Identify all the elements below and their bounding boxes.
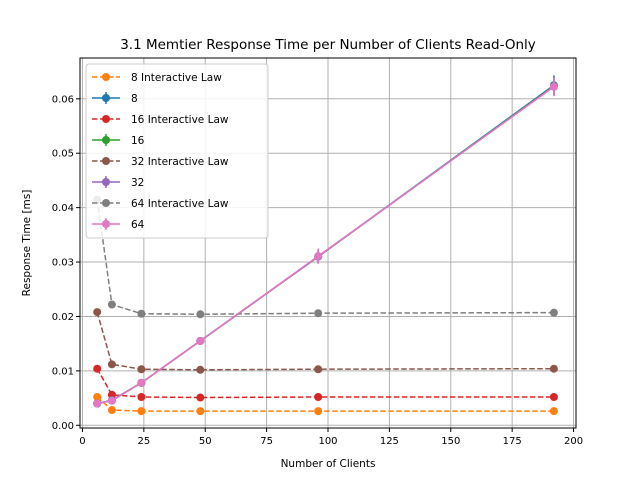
legend-label: 16 Interactive Law: [131, 114, 229, 126]
legend-item: 16: [92, 134, 145, 147]
series-32-interactive-law: [93, 308, 558, 374]
data-point: [314, 407, 323, 416]
legend-label: 8: [131, 93, 138, 105]
x-tick-label: 75: [260, 436, 273, 447]
data-point: [137, 309, 146, 318]
x-tick-label: 125: [380, 436, 399, 447]
data-point: [93, 399, 102, 408]
data-point: [549, 392, 558, 401]
legend-item: 8 Interactive Law: [92, 72, 222, 84]
legend-marker: [102, 199, 110, 207]
grid: [80, 58, 576, 428]
legend-item: 32 Interactive Law: [92, 156, 229, 168]
data-point: [196, 336, 205, 345]
legend-label: 64 Interactive Law: [131, 198, 229, 210]
y-tick-label: 0.03: [52, 258, 74, 269]
legend-label: 8 Interactive Law: [131, 72, 222, 84]
data-point: [107, 300, 116, 309]
series-8-interactive-law: [93, 392, 558, 416]
y-tick-label: 0.06: [52, 94, 74, 105]
y-tick-label: 0.00: [52, 421, 74, 432]
x-tick-label: 100: [318, 436, 337, 447]
data-point: [549, 407, 558, 416]
data-point: [137, 407, 146, 416]
series-line: [96, 368, 554, 399]
x-tick-label: 200: [564, 436, 583, 447]
legend-marker: [102, 73, 110, 81]
data-point: [314, 392, 323, 401]
data-point: [93, 308, 102, 317]
legend-marker: [102, 136, 110, 144]
legend-item: 8: [92, 92, 138, 105]
data-point: [107, 360, 116, 369]
legend-label: 16: [131, 135, 145, 147]
data-point: [314, 252, 323, 261]
y-axis-label: Response Time [ms]: [21, 190, 33, 297]
data-point: [314, 309, 323, 318]
legend-label: 32 Interactive Law: [131, 156, 229, 168]
series-16-interactive-law: [93, 364, 558, 402]
legend-marker: [102, 178, 110, 186]
legend-box: [85, 63, 269, 239]
data-point: [196, 393, 205, 402]
data-point: [93, 364, 102, 373]
data-point: [196, 365, 205, 374]
data-point: [107, 396, 116, 405]
series-line: [96, 199, 554, 316]
legend-marker: [102, 220, 110, 228]
series-line: [96, 396, 554, 412]
legend-marker: [102, 94, 110, 102]
data-point: [549, 82, 558, 91]
data-point: [314, 365, 323, 374]
y-tick-label: 0.05: [52, 149, 74, 160]
y-tick-label: 0.01: [52, 366, 74, 377]
legend-item: 32: [92, 176, 144, 189]
x-tick-label: 175: [503, 436, 522, 447]
axis-ticks: 0 25 50 75 100 125 150 175 200 0.00 0.01 0.02 0.03 0.…: [52, 94, 583, 447]
data-point: [137, 392, 146, 401]
data-point: [196, 407, 205, 416]
x-tick-label: 50: [199, 436, 212, 447]
legend-marker: [102, 115, 110, 123]
data-point: [137, 365, 146, 374]
data-point: [107, 406, 116, 415]
data-point: [549, 308, 558, 317]
legend-item: 64: [92, 218, 145, 231]
y-tick-label: 0.02: [52, 312, 74, 323]
legend-label: 64: [131, 219, 145, 231]
legend-label: 32: [131, 177, 144, 189]
x-tick-label: 25: [137, 436, 150, 447]
x-axis-label: Number of Clients: [281, 458, 376, 470]
x-tick-label: 0: [79, 436, 85, 447]
plot-area: [93, 75, 558, 416]
legend-item: 64 Interactive Law: [92, 198, 229, 210]
data-point: [93, 392, 102, 401]
data-point: [137, 378, 146, 387]
y-tick-label: 0.04: [52, 203, 74, 214]
series-line: [96, 311, 554, 371]
legend-item: 16 Interactive Law: [92, 114, 229, 126]
data-point: [549, 364, 558, 373]
data-point: [196, 310, 205, 319]
chart-title: 3.1 Memtier Response Time per Number of …: [120, 37, 536, 53]
series-64: [93, 77, 558, 408]
legend-marker: [102, 157, 110, 165]
legend: 8 Interactive Law 8 16 Interactive Law 16 32…: [85, 63, 269, 239]
x-tick-label: 150: [441, 436, 460, 447]
